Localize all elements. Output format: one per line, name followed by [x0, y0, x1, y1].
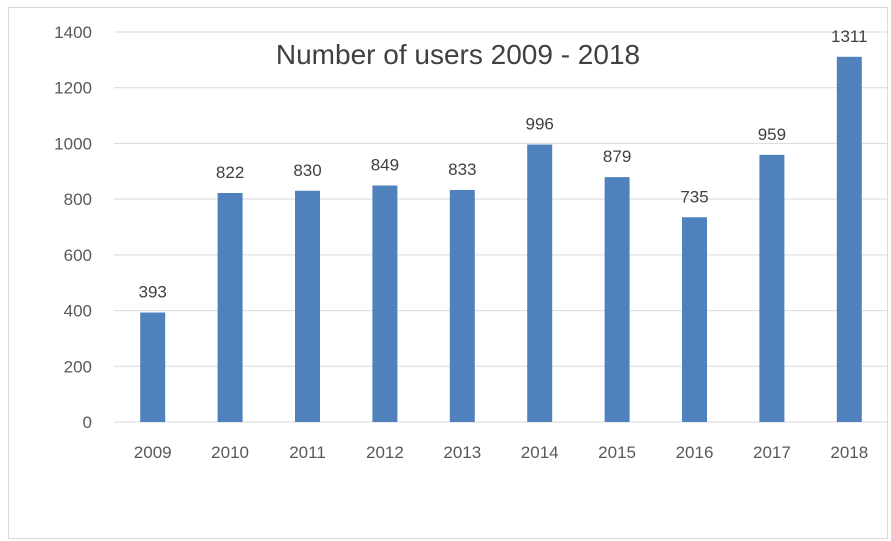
bar-2011: [295, 190, 320, 422]
bar-2010: [217, 193, 243, 422]
bars: [140, 56, 862, 423]
x-tick-label: 2013: [443, 443, 481, 462]
chart-frame: [8, 7, 888, 539]
y-tick-label: 1000: [54, 134, 92, 153]
bar-2009: [140, 312, 166, 422]
bar-2018: [836, 56, 862, 423]
y-tick-label: 800: [64, 190, 92, 209]
data-label-2011: 830: [293, 161, 321, 180]
y-tick-label: 600: [64, 246, 92, 265]
x-tick-label: 2011: [289, 443, 326, 462]
y-tick-label: 1200: [54, 79, 92, 98]
data-label-2012: 849: [371, 155, 399, 174]
x-axis-ticks: 2009 2010 2011 2012 2013 2014 2015 2016 2017 2018: [134, 443, 868, 462]
data-label-2013: 833: [448, 160, 476, 179]
y-tick-label: 1400: [54, 23, 92, 42]
bar-2012: [372, 185, 398, 422]
data-label-2018: 1311: [831, 27, 868, 46]
x-tick-label: 2009: [134, 443, 172, 462]
gridlines: [114, 31, 888, 423]
x-tick-label: 2017: [753, 443, 791, 462]
x-tick-label: 2012: [366, 443, 404, 462]
y-tick-label: 0: [83, 413, 92, 432]
x-tick-label: 2018: [830, 443, 868, 462]
x-tick-label: 2010: [211, 443, 249, 462]
bar-2016: [682, 217, 707, 422]
data-label-2009: 393: [139, 283, 167, 302]
y-tick-label: 200: [64, 357, 92, 376]
x-tick-label: 2015: [598, 443, 636, 462]
bar-2017: [759, 154, 785, 422]
data-label-2015: 879: [603, 147, 631, 166]
y-tick-label: 400: [64, 302, 92, 321]
chart-title: Number of users 2009 - 2018: [276, 39, 640, 70]
x-tick-label: 2016: [676, 443, 714, 462]
y-axis-ticks: 0 200 400 600 800 1000 1200 1400: [54, 23, 92, 432]
data-label-2014: 996: [526, 115, 554, 134]
bar-2014: [527, 144, 553, 423]
x-tick-label: 2014: [521, 443, 559, 462]
data-label-2017: 959: [758, 125, 786, 144]
data-labels: 393 822 830 849 833 996 879 735 959 1311: [139, 27, 868, 302]
data-label-2016: 735: [680, 187, 708, 206]
bar-2015: [604, 177, 630, 422]
bar-2013: [449, 189, 475, 422]
data-label-2010: 822: [216, 163, 244, 182]
